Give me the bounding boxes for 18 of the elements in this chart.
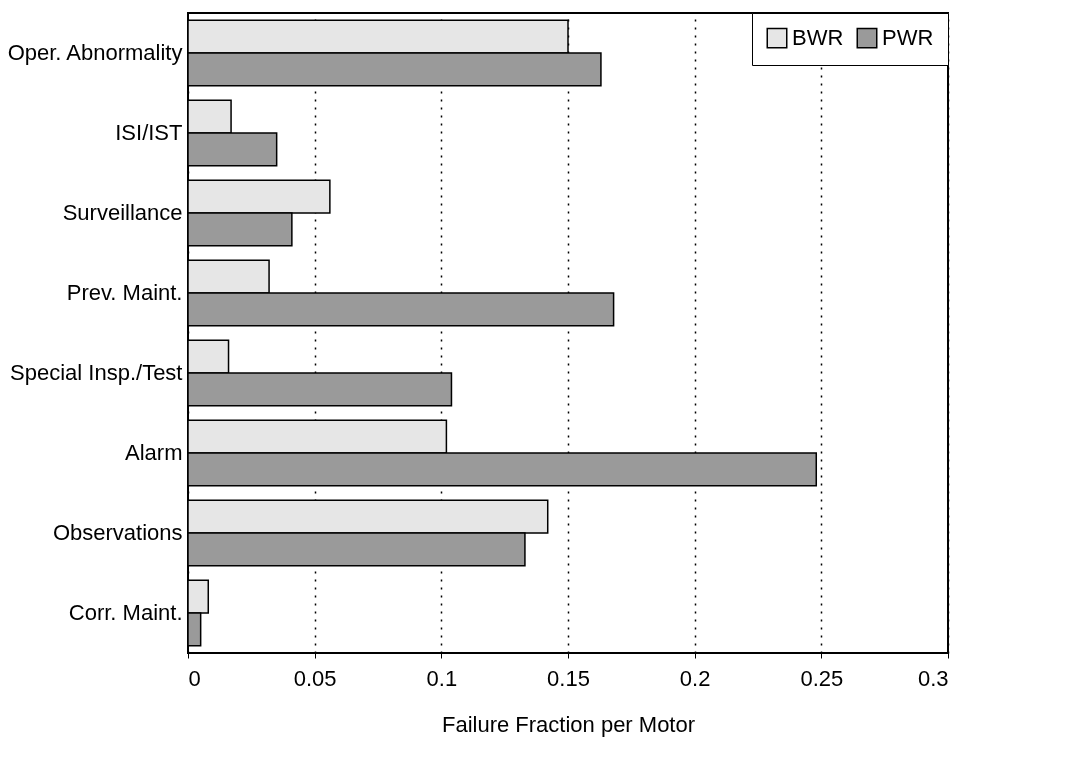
x-tick-label: 0.05 (293, 665, 337, 691)
y-tick-label: Oper. Abnormality (7, 40, 183, 65)
x-tick-label: 0.2 (679, 665, 711, 691)
x-axis-title: Failure Fraction per Motor (441, 711, 696, 737)
y-tick-label: ISI/IST (115, 120, 183, 145)
legend-label: PWR (882, 25, 934, 51)
y-tick-label: Special Insp./Test (10, 360, 183, 385)
x-tick-label: 0.3 (917, 665, 949, 691)
y-tick-label: Alarm (125, 440, 183, 465)
x-tick-label: 0.25 (800, 665, 844, 691)
x-tick-label: 0.15 (547, 665, 590, 691)
x-tick-label: 0.1 (426, 665, 458, 691)
y-tick-label: Observations (52, 520, 183, 545)
y-tick-label: Prev. Maint. (66, 280, 183, 305)
y-tick-label: Surveillance (62, 200, 183, 225)
legend-label: BWR (792, 25, 844, 51)
y-tick-label: Corr. Maint. (68, 600, 183, 625)
x-tick-label: 0 (188, 665, 201, 691)
